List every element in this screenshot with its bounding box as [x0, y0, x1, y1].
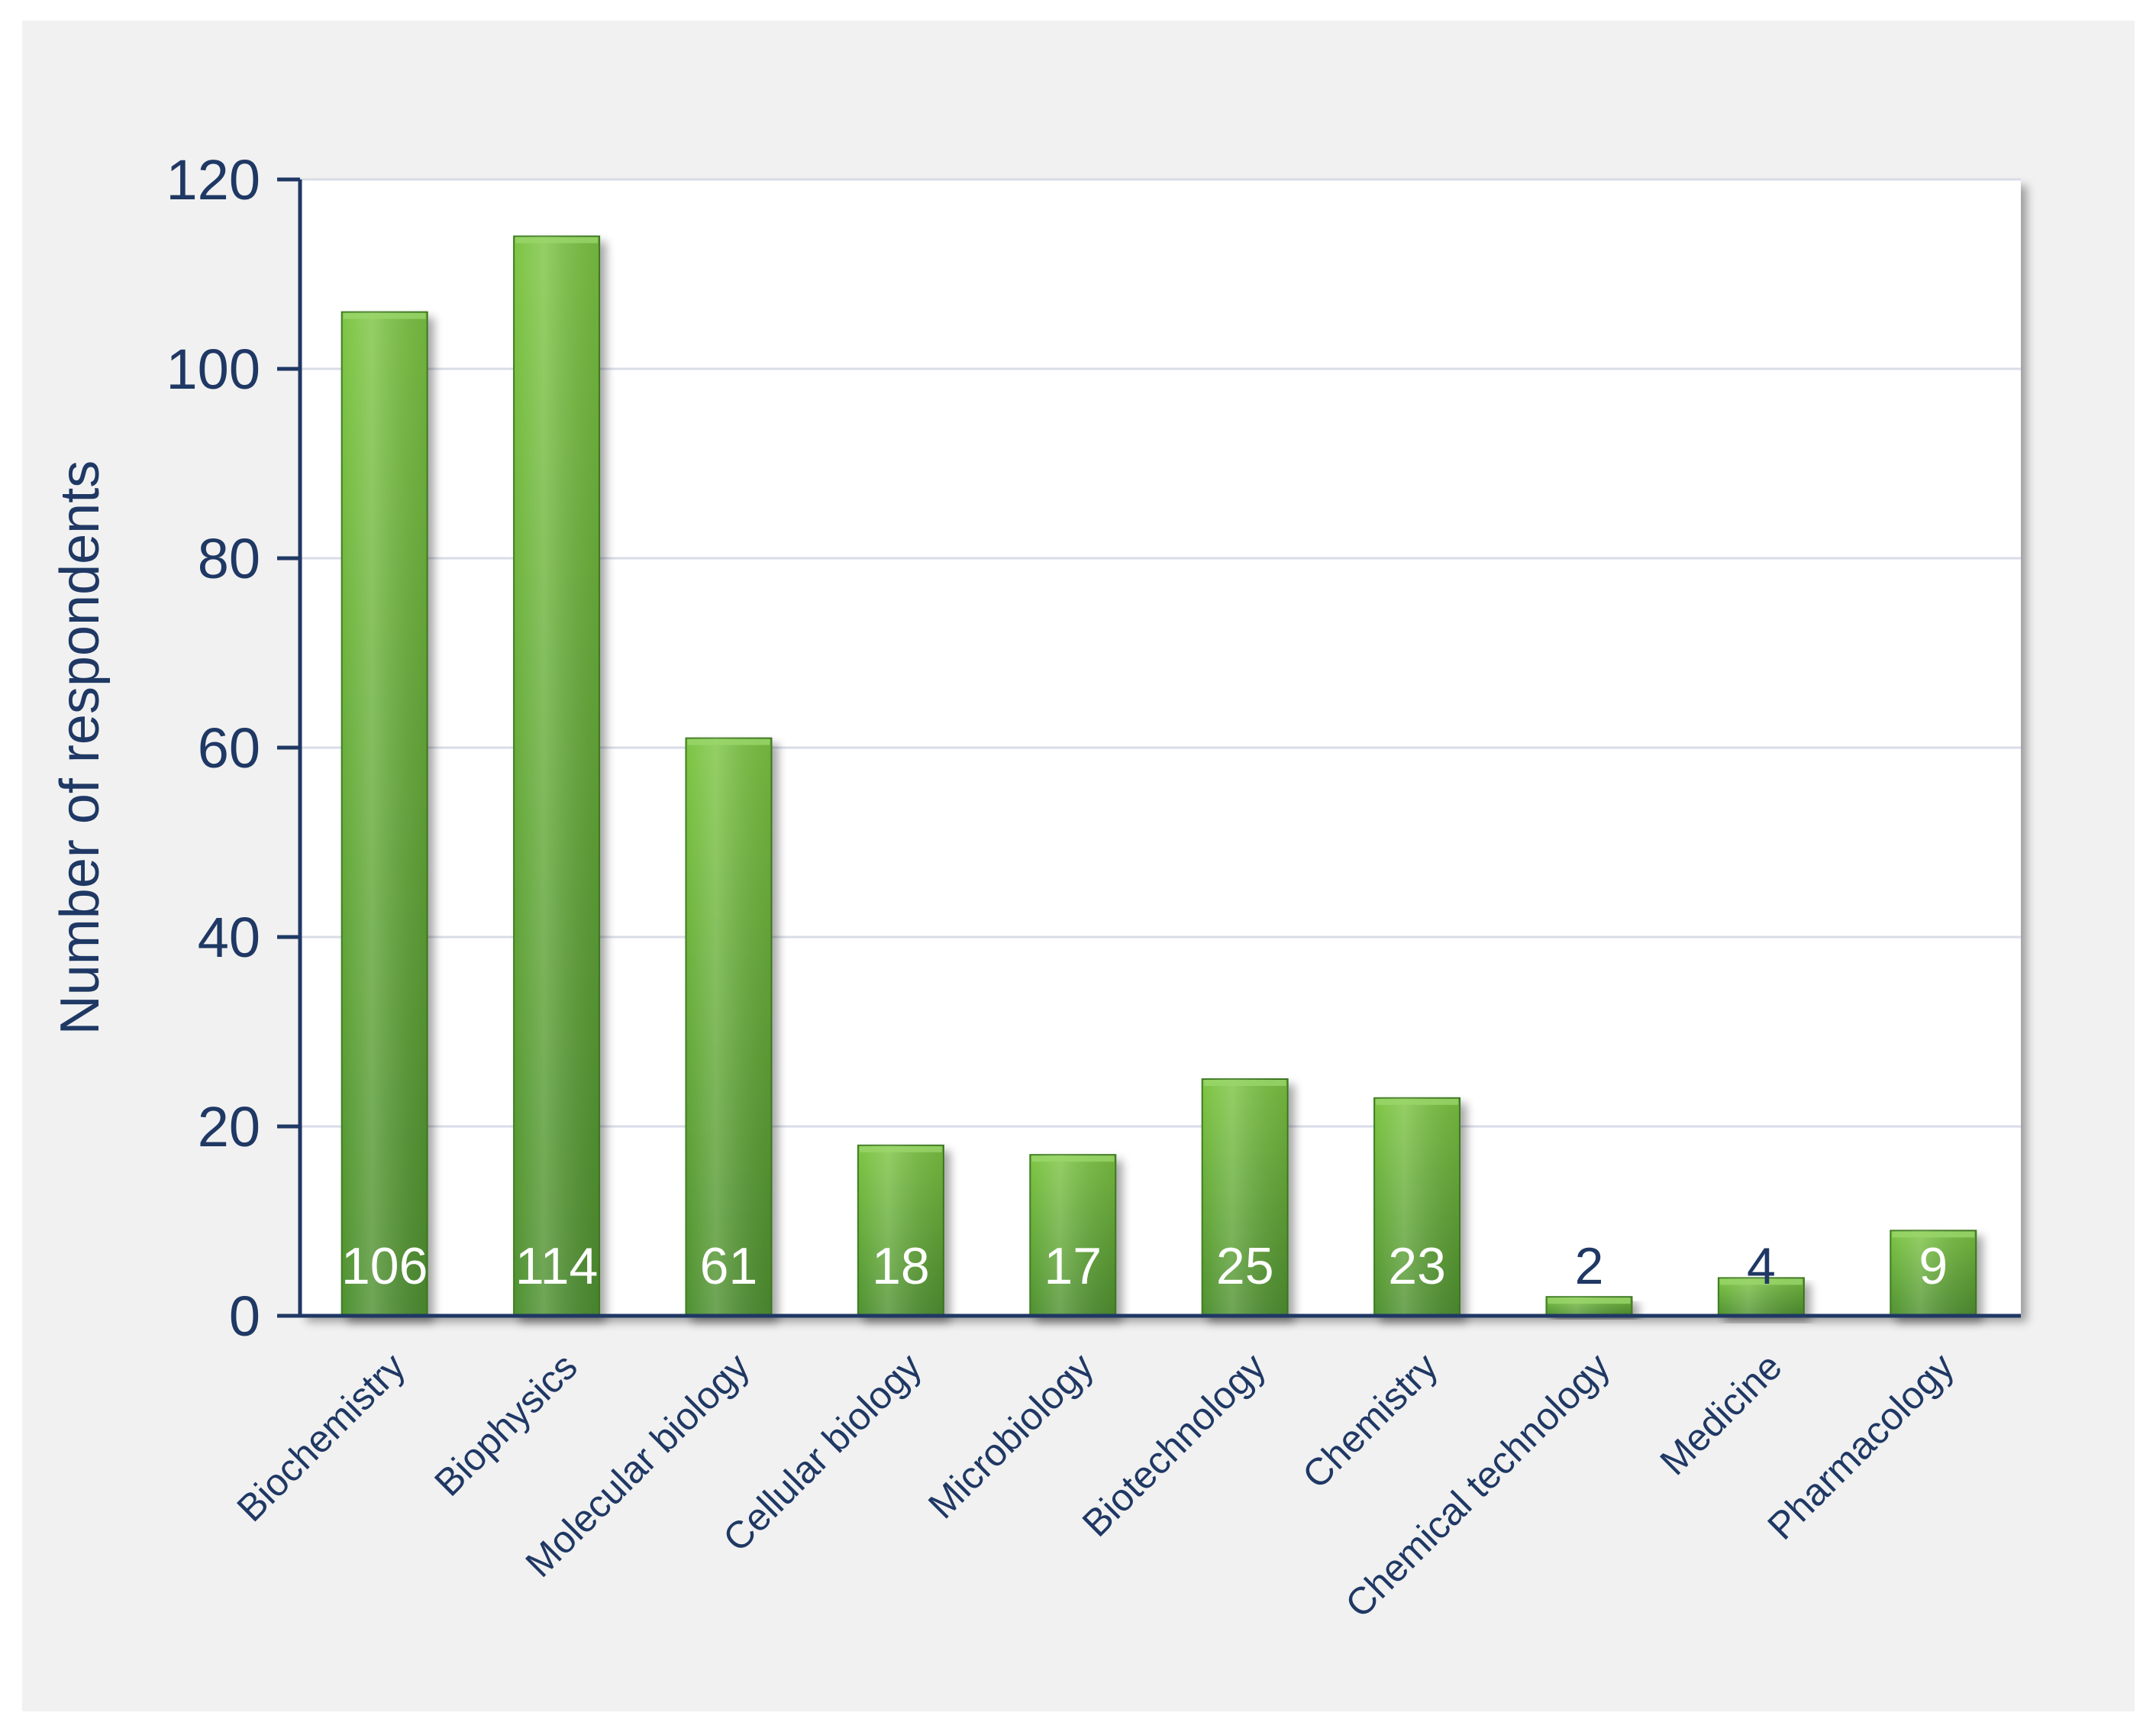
y-tick-label: 100 [166, 338, 260, 401]
data-label: 9 [1919, 1237, 1948, 1295]
x-tick-label: Chemistry [1294, 1345, 1446, 1497]
data-label: 61 [700, 1237, 758, 1295]
data-label: 17 [1044, 1237, 1102, 1295]
bar-sheen [857, 1145, 944, 1316]
bar-top-cap [1548, 1297, 1631, 1304]
y-tick-label: 120 [166, 148, 260, 212]
bar-sheen [1202, 1079, 1288, 1316]
bar-top-cap [1031, 1155, 1115, 1162]
bar-sheen [1374, 1097, 1460, 1316]
x-tick-label: Medicine [1652, 1345, 1790, 1483]
bar-chart: 106 114 61 18 17 25 23 2 4 9 0 20 40 60 80 100 120 Bioc… [50, 148, 2021, 1626]
data-label: 106 [341, 1237, 428, 1295]
bar-sheen [1030, 1155, 1116, 1316]
axes [277, 177, 2021, 1318]
y-tick-label: 80 [198, 527, 260, 590]
data-label: 25 [1216, 1237, 1274, 1295]
bar-sheen [341, 312, 428, 1317]
x-tick-label: Microbiology [920, 1345, 1102, 1527]
data-label: 114 [515, 1237, 598, 1295]
y-tick-label: 60 [198, 716, 260, 780]
bar-top-cap [1376, 1098, 1459, 1105]
data-label: 4 [1747, 1237, 1776, 1295]
bar-top-cap [515, 237, 599, 244]
bar-top-cap [687, 738, 770, 745]
data-label: 2 [1575, 1237, 1604, 1295]
data-labels: 106 114 61 18 17 25 23 2 4 9 [341, 1237, 1948, 1295]
bar-sheen [1890, 1230, 1977, 1316]
bar-sheen [514, 236, 600, 1316]
data-label: 23 [1388, 1237, 1446, 1295]
y-tick-label: 0 [229, 1284, 260, 1348]
bar-top-cap [1719, 1278, 1803, 1285]
chart-figure: 106 114 61 18 17 25 23 2 4 9 0 20 40 60 80 100 120 Bioc… [22, 21, 2135, 1711]
bar-top-cap [1203, 1080, 1286, 1086]
y-tick-labels: 0 20 40 60 80 100 120 [166, 148, 260, 1348]
bar-top-cap [343, 312, 426, 319]
bar-top-cap [859, 1146, 942, 1152]
bar-sheen [686, 738, 772, 1316]
bar-top-cap [1892, 1231, 1975, 1238]
y-axis-title: Number of respondents [50, 460, 111, 1035]
x-tick-label: Biotechnology [1074, 1345, 1274, 1545]
data-label: 18 [872, 1237, 930, 1295]
x-tick-label: Biochemistry [229, 1345, 414, 1530]
bars [341, 235, 1977, 1317]
y-tick-label: 40 [198, 906, 260, 969]
y-tick-label: 20 [198, 1095, 260, 1158]
x-tick-label: Biophysics [426, 1345, 586, 1504]
